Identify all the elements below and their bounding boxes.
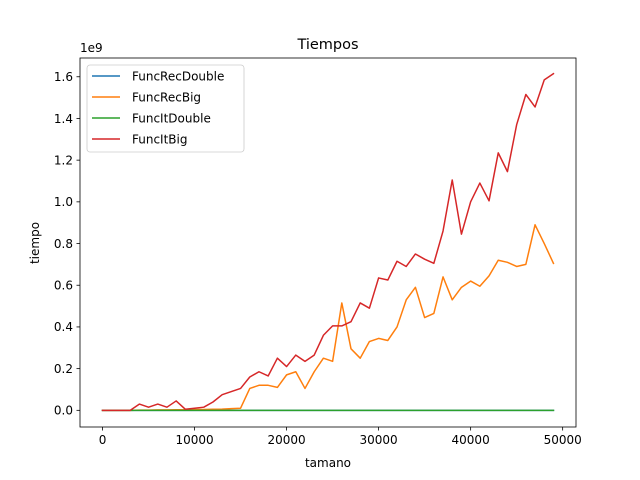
y-tick-label: 0.4 [54,320,73,334]
series-layer [101,72,555,412]
y-axis-ticks: 0.0 0.2 0.4 0.6 0.8 1.0 1.2 1.4 1.6 [54,70,80,418]
x-tick-label: 50000 [544,433,582,447]
y-tick-label: 1.0 [54,195,73,209]
x-axis-label: tamano [305,456,351,470]
x-tick-label: 10000 [175,433,213,447]
series-line-funcitbig [101,72,555,412]
x-tick-label: 20000 [267,433,305,447]
legend-box [86,64,245,153]
y-tick-label: 1.4 [54,112,73,126]
y-tick-label: 1.2 [54,153,73,167]
y-tick-label: 0.2 [54,362,73,376]
legend-label-funcrecdouble: FuncRecDouble [132,69,224,83]
y-axis-label: tiempo [28,222,42,264]
y-tick-label: 0.6 [54,279,73,293]
chart-title: Tiempos [296,37,358,53]
x-tick-label: 40000 [452,433,490,447]
legend-label-funcitdouble: FuncItDouble [132,111,211,125]
legend-label-funcrecbig: FuncRecBig [132,90,201,104]
y-axis-offset-label: 1e9 [80,41,103,55]
legend-entries: FuncRecDouble FuncRecBig FuncItDouble FuncI… [92,69,224,146]
y-tick-label: 1.6 [54,70,73,84]
legend-label-funcitbig: FuncItBig [132,132,187,146]
y-tick-label: 0.8 [54,237,73,251]
legend: FuncRecDouble FuncRecBig FuncItDouble FuncI… [86,64,245,153]
y-tick-label: 0.0 [54,404,73,418]
plot-frame [79,57,577,428]
x-tick-label: 30000 [360,433,398,447]
x-tick-label: 0 [99,433,107,447]
x-axis-ticks: 0 10000 20000 30000 40000 50000 [99,427,582,447]
